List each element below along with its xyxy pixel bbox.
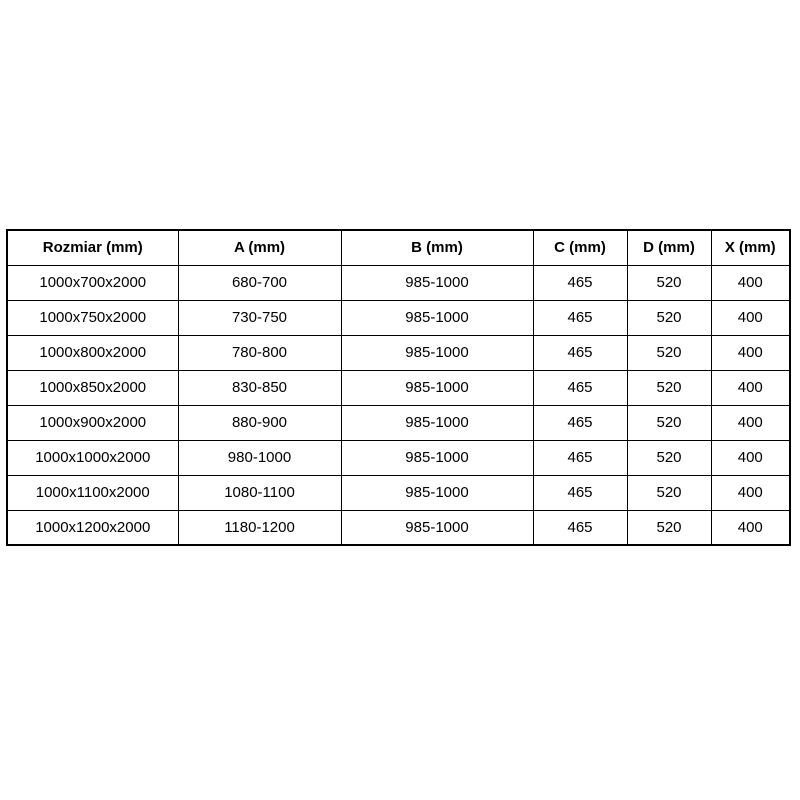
- table-cell: 400: [710, 264, 791, 301]
- table-cell: 465: [532, 474, 628, 511]
- column-header: A (mm): [177, 229, 342, 266]
- table-cell: 400: [710, 369, 791, 406]
- table-cell: 465: [532, 264, 628, 301]
- table-cell: 400: [710, 404, 791, 441]
- table-cell: 880-900: [177, 404, 342, 441]
- column-header: Rozmiar (mm): [6, 229, 179, 266]
- table-cell: 520: [626, 474, 712, 511]
- table-cell: 1000x1100x2000: [6, 474, 179, 511]
- table-cell: 1000x850x2000: [6, 369, 179, 406]
- table-cell: 520: [626, 404, 712, 441]
- table-cell: 1000x700x2000: [6, 264, 179, 301]
- table-cell: 1000x900x2000: [6, 404, 179, 441]
- table-row: 1000x800x2000 780-800 985-1000 465 520 400: [6, 334, 791, 371]
- table-cell: 1180-1200: [177, 509, 342, 546]
- column-header: C (mm): [532, 229, 628, 266]
- dimensions-table: Rozmiar (mm) A (mm) B (mm) C (mm) D (mm) X (m…: [6, 229, 791, 546]
- table-cell: 465: [532, 299, 628, 336]
- table-cell: 680-700: [177, 264, 342, 301]
- table-cell: 985-1000: [340, 334, 534, 371]
- table-cell: 985-1000: [340, 439, 534, 476]
- column-header: D (mm): [626, 229, 712, 266]
- table-row: 1000x1200x2000 1180-1200 985-1000 465 520 400: [6, 509, 791, 546]
- table-cell: 400: [710, 509, 791, 546]
- table-row: 1000x1000x2000 980-1000 985-1000 465 520 400: [6, 439, 791, 476]
- table-row: 1000x900x2000 880-900 985-1000 465 520 400: [6, 404, 791, 441]
- table-cell: 400: [710, 299, 791, 336]
- table-row: 1000x750x2000 730-750 985-1000 465 520 400: [6, 299, 791, 336]
- table-cell: 465: [532, 509, 628, 546]
- table-cell: 520: [626, 509, 712, 546]
- table-cell: 400: [710, 474, 791, 511]
- table-cell: 780-800: [177, 334, 342, 371]
- table-row: 1000x1100x2000 1080-1100 985-1000 465 520 400: [6, 474, 791, 511]
- table-cell: 980-1000: [177, 439, 342, 476]
- table-cell: 465: [532, 404, 628, 441]
- table-cell: 1000x800x2000: [6, 334, 179, 371]
- table-cell: 465: [532, 439, 628, 476]
- column-header: B (mm): [340, 229, 534, 266]
- table-cell: 1080-1100: [177, 474, 342, 511]
- table-cell: 830-850: [177, 369, 342, 406]
- table-cell: 520: [626, 264, 712, 301]
- dimensions-table-body: 1000x700x2000 680-700 985-1000 465 520 400 100…: [6, 264, 791, 546]
- table-cell: 465: [532, 369, 628, 406]
- column-header: X (mm): [710, 229, 791, 266]
- table-cell: 1000x1000x2000: [6, 439, 179, 476]
- table-cell: 985-1000: [340, 474, 534, 511]
- table-cell: 400: [710, 439, 791, 476]
- table-cell: 985-1000: [340, 264, 534, 301]
- table-cell: 730-750: [177, 299, 342, 336]
- table-cell: 985-1000: [340, 509, 534, 546]
- table-row: 1000x700x2000 680-700 985-1000 465 520 400: [6, 264, 791, 301]
- table-cell: 1000x1200x2000: [6, 509, 179, 546]
- table-cell: 1000x750x2000: [6, 299, 179, 336]
- table-row: 1000x850x2000 830-850 985-1000 465 520 400: [6, 369, 791, 406]
- table-cell: 520: [626, 369, 712, 406]
- table-cell: 520: [626, 334, 712, 371]
- table-cell: 400: [710, 334, 791, 371]
- dimensions-table-header: Rozmiar (mm) A (mm) B (mm) C (mm) D (mm) X (m…: [6, 229, 791, 266]
- table-cell: 465: [532, 334, 628, 371]
- table-cell: 985-1000: [340, 299, 534, 336]
- table-cell: 520: [626, 439, 712, 476]
- table-cell: 985-1000: [340, 404, 534, 441]
- table-cell: 520: [626, 299, 712, 336]
- table-cell: 985-1000: [340, 369, 534, 406]
- header-row: Rozmiar (mm) A (mm) B (mm) C (mm) D (mm) X (m…: [6, 229, 791, 266]
